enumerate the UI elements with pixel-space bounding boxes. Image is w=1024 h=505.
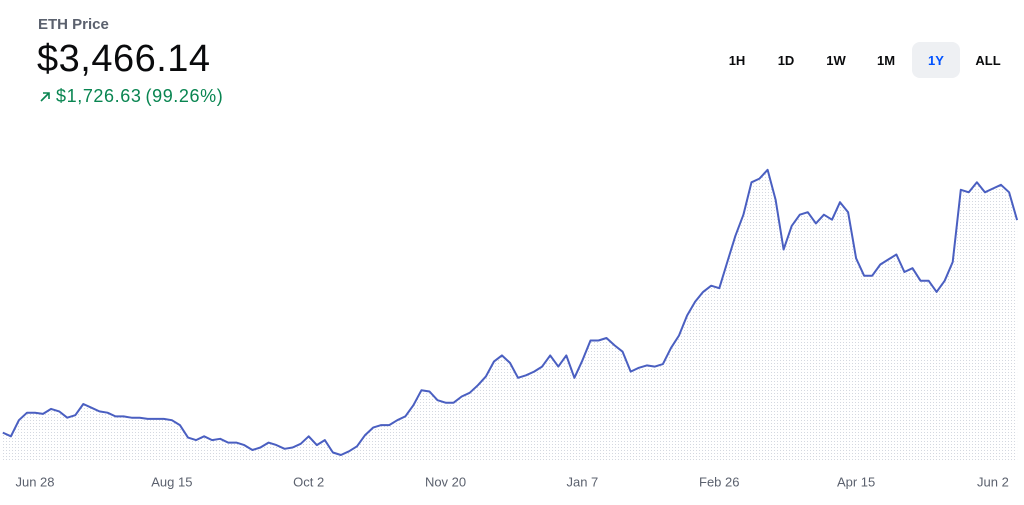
- x-tick-label: Jun 28: [15, 474, 54, 489]
- range-button[interactable]: 1D: [777, 52, 795, 68]
- price-area: [2, 169, 1018, 461]
- x-tick-label: Nov 20: [425, 474, 466, 489]
- x-tick-label: Oct 2: [293, 474, 324, 489]
- range-button[interactable]: 1M: [876, 52, 896, 68]
- price-line: [2, 168, 1019, 456]
- change-percent: (99.26%): [145, 86, 224, 106]
- change-amount: $1,726.63: [56, 86, 142, 106]
- x-tick-label: Jan 7: [566, 474, 598, 489]
- current-price: $3,466.14: [37, 38, 211, 80]
- up-arrow-icon: [40, 91, 50, 102]
- range-button[interactable]: 1Y: [912, 42, 960, 78]
- price-change: $1,726.63 (99.26%): [38, 86, 223, 107]
- asset-title: ETH Price: [38, 16, 109, 33]
- range-button[interactable]: 1W: [826, 52, 846, 68]
- x-tick-label: Jun 2: [977, 474, 1009, 489]
- x-tick-label: Apr 15: [837, 474, 875, 489]
- range-button[interactable]: 1H: [728, 52, 746, 68]
- x-tick-label: Aug 15: [151, 474, 192, 489]
- range-button[interactable]: ALL: [975, 52, 1001, 68]
- x-tick-label: Feb 26: [699, 474, 739, 489]
